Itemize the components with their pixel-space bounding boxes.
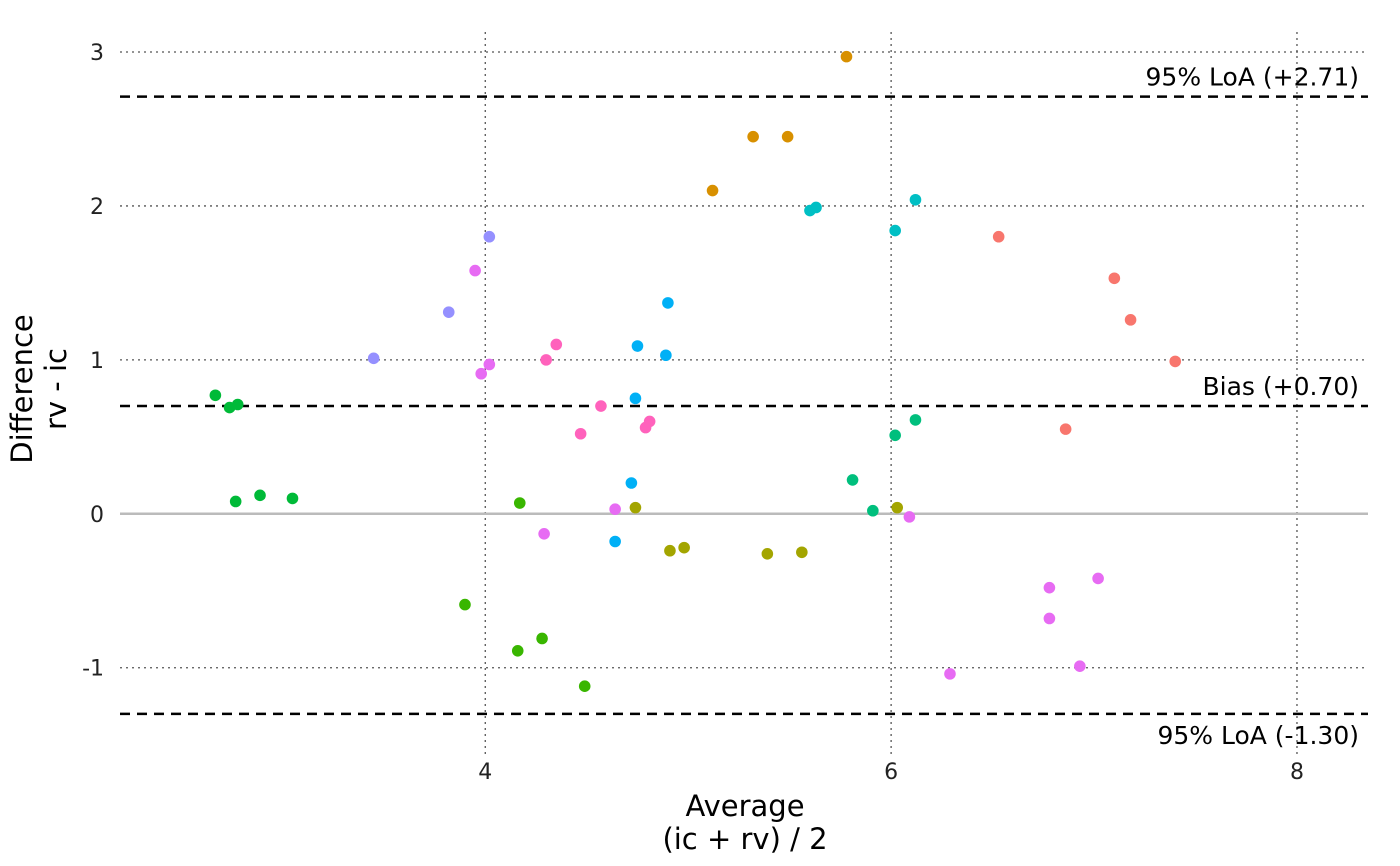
data-point bbox=[1169, 355, 1182, 368]
data-point bbox=[761, 548, 774, 560]
grid-lines bbox=[120, 32, 1368, 757]
data-point bbox=[903, 511, 916, 523]
data-point bbox=[1059, 423, 1072, 435]
data-point bbox=[631, 340, 644, 352]
data-point bbox=[1092, 572, 1104, 585]
data-point bbox=[747, 130, 759, 143]
y-axis-title-line-1: Difference bbox=[5, 314, 39, 464]
data-point bbox=[629, 501, 642, 514]
data-point bbox=[442, 306, 455, 318]
data-point bbox=[796, 546, 808, 559]
data-point bbox=[1124, 314, 1137, 326]
data-point bbox=[483, 358, 496, 371]
y-tick-label: -1 bbox=[82, 657, 104, 682]
data-point bbox=[513, 497, 526, 509]
data-point bbox=[846, 474, 859, 486]
data-point bbox=[810, 201, 822, 214]
x-axis-title-line-1: Average bbox=[685, 789, 804, 823]
data-point bbox=[540, 354, 552, 366]
data-point bbox=[574, 427, 587, 440]
data-point bbox=[660, 349, 672, 362]
y-tick-label: 1 bbox=[90, 349, 104, 374]
reference-lines: 95% LoA (+2.71) Bias (+0.70) 95% LoA (-1.3… bbox=[120, 63, 1368, 750]
data-point bbox=[944, 668, 956, 680]
data-point bbox=[840, 50, 853, 63]
data-point bbox=[1043, 612, 1056, 625]
data-point bbox=[475, 367, 488, 380]
data-point bbox=[1043, 581, 1056, 594]
bias-label: Bias (+0.70) bbox=[1202, 372, 1359, 401]
data-point bbox=[550, 338, 563, 351]
data-point bbox=[536, 632, 548, 645]
data-point bbox=[867, 504, 879, 517]
data-point bbox=[511, 644, 524, 657]
axis-titles: Average (ic + rv) / 2 Difference rv - ic bbox=[5, 314, 828, 856]
upper-loa-label: 95% LoA (+2.71) bbox=[1146, 63, 1359, 92]
y-axis-title-line-2: rv - ic bbox=[39, 348, 73, 430]
lower-loa-label: 95% LoA (-1.30) bbox=[1157, 721, 1359, 750]
tick-labels: 4 6 8 -1 0 1 2 3 bbox=[82, 41, 1304, 785]
data-point bbox=[609, 503, 621, 515]
data-point bbox=[469, 264, 481, 277]
data-point bbox=[595, 400, 607, 412]
data-point bbox=[1074, 660, 1086, 672]
data-point bbox=[367, 352, 380, 365]
data-point bbox=[254, 489, 266, 502]
data-point bbox=[889, 429, 901, 442]
data-point bbox=[629, 392, 642, 405]
data-point bbox=[286, 492, 299, 505]
data-point bbox=[609, 535, 621, 548]
data-point bbox=[1108, 272, 1121, 285]
x-tick-label: 8 bbox=[1290, 760, 1304, 785]
data-point bbox=[992, 230, 1005, 243]
x-tick-label: 6 bbox=[884, 760, 898, 785]
data-points bbox=[209, 50, 1182, 692]
data-point bbox=[229, 495, 242, 508]
data-point bbox=[891, 501, 904, 514]
data-point bbox=[678, 541, 690, 554]
data-point bbox=[706, 184, 719, 197]
data-point bbox=[781, 130, 794, 143]
data-point bbox=[662, 297, 674, 309]
y-tick-label: 2 bbox=[90, 195, 104, 220]
data-point bbox=[909, 193, 922, 206]
y-tick-label: 3 bbox=[90, 41, 104, 66]
data-point bbox=[483, 230, 496, 243]
x-tick-label: 4 bbox=[478, 760, 492, 785]
data-point bbox=[231, 398, 244, 411]
y-tick-label: 0 bbox=[90, 503, 104, 528]
data-point bbox=[639, 421, 652, 434]
data-point bbox=[664, 544, 676, 557]
data-point bbox=[209, 389, 222, 402]
data-point bbox=[538, 528, 550, 540]
x-axis-title-line-2: (ic + rv) / 2 bbox=[662, 822, 827, 856]
data-point bbox=[889, 224, 901, 237]
data-point bbox=[909, 414, 922, 426]
data-point bbox=[625, 477, 638, 489]
data-point bbox=[578, 680, 591, 692]
data-point bbox=[459, 598, 471, 611]
